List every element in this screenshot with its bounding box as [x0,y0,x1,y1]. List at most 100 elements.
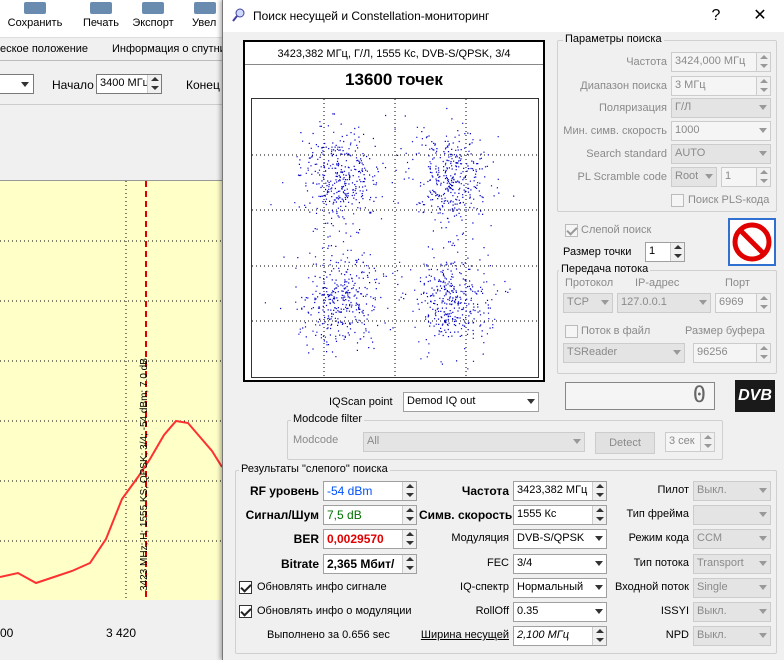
detect-seconds-spinner[interactable] [700,433,714,451]
frequency-spinner[interactable] [756,53,770,71]
update-signal-checkbox[interactable] [239,581,252,594]
chevron-down-icon [673,350,681,355]
ber-input[interactable]: 0,0029570 [323,529,417,549]
start-label: Начало [52,78,94,92]
detect-button[interactable]: Detect [595,432,655,454]
background-toolbar: Сохранить Печать Экспорт Увел [0,0,230,38]
constellation-panel: 3423,382 МГц, Г/Л, 1555 Кс, DVB-S/QPSK, … [243,40,545,382]
counter-display: 0 [565,382,715,410]
pls-input[interactable]: 1 [721,167,771,187]
bitrate-input[interactable]: 2,365 Мбит/ [323,554,417,574]
iqscan-select[interactable]: Demod IQ out [403,392,539,412]
standard-label: Search standard [586,148,667,160]
protocol-label: Протокол [565,277,614,289]
spectrum-chart[interactable]: 3423 MHz; H; 1555 KS; QPSK; 3/4; -54 dBm… [0,180,222,601]
port-input[interactable]: 6969 [715,293,771,313]
update-mod-label: Обновлять инфо о модуляции [257,605,412,617]
protocol-select[interactable]: TCP [563,293,613,313]
spectrum-svg [0,181,222,601]
result-sr-spinner[interactable] [592,506,606,524]
background-dropdown[interactable] [0,74,34,94]
file-stream-label: Поток в файл [581,325,651,337]
search-params-label: Параметры поиска [563,33,664,45]
result-freq-input[interactable]: 3423,382 МГц [513,481,607,501]
chevron-down-icon [759,561,767,566]
fec-select[interactable]: 3/4 [513,554,607,574]
standard-value: AUTO [675,147,706,159]
ber-spinner[interactable] [402,530,416,548]
port-spinner[interactable] [756,294,770,312]
blind-search-checkbox[interactable] [565,224,578,237]
fec-label: FEC [487,557,509,569]
input-stream-select[interactable]: Single [693,578,771,598]
chevron-down-icon [759,105,767,110]
standard-select[interactable]: AUTO [671,144,771,164]
print-toolbar-label: Печать [82,17,120,29]
print-toolbar-button[interactable]: Печать [76,0,126,36]
bitrate-spinner[interactable] [402,555,416,573]
bandwidth-input[interactable]: 2,100 МГц [513,626,607,646]
reader-select[interactable]: TSReader [563,343,685,363]
snr-spinner[interactable] [402,506,416,524]
rolloff-select[interactable]: 0.35 [513,602,607,622]
min-sr-select[interactable]: 1000 [671,121,771,141]
result-freq-spinner[interactable] [592,482,606,500]
dialog-titlebar[interactable]: Поиск несущей и Constellation-мониторинг… [223,0,784,32]
fec-value: 3/4 [517,557,533,569]
stream-type-select[interactable]: Transport [693,554,771,574]
pls-search-checkbox[interactable] [671,194,684,207]
stop-button[interactable] [728,218,776,266]
ip-select[interactable]: 127.0.0.1 [617,293,711,313]
pls-spinner[interactable] [756,168,770,186]
detect-seconds-input[interactable]: 3 сек [665,432,715,452]
issyi-value: Выкл. [697,605,727,617]
snr-input[interactable]: 7,5 dB [323,505,417,525]
npd-select[interactable]: Выкл. [693,626,771,646]
export-toolbar-button[interactable]: Экспорт [128,0,178,36]
start-spinner[interactable] [147,75,161,93]
chevron-down-icon [699,300,707,305]
zoom-toolbar-button[interactable]: Увел [192,0,232,36]
polarization-select[interactable]: Г/Л [671,98,771,118]
issyi-select[interactable]: Выкл. [693,602,771,622]
frequency-input[interactable]: 3424,000 МГц [671,52,771,72]
tab-satellite-info[interactable]: Информация о спутни [112,43,226,55]
update-mod-checkbox[interactable] [239,605,252,618]
range-input[interactable]: 3 МГц [671,76,771,96]
modulation-select[interactable]: DVB-S/QPSK [513,529,607,549]
point-size-input[interactable]: 1 [645,242,685,262]
bandwidth-value: 2,100 МГц [517,629,570,641]
modcode-select[interactable]: All [363,432,585,452]
rf-spinner[interactable] [402,482,416,500]
pilot-select[interactable]: Выкл. [693,481,771,501]
bandwidth-spinner[interactable] [592,627,606,645]
rf-input[interactable]: -54 dBm [323,481,417,501]
buffer-spinner[interactable] [756,344,770,362]
code-mode-select[interactable]: CCM [693,529,771,549]
result-sr-input[interactable]: 1555 Кс [513,505,607,525]
iq-spectrum-select[interactable]: Нормальный [513,578,607,598]
npd-value: Выкл. [697,629,727,641]
chevron-down-icon [595,609,603,614]
range-spinner[interactable] [756,77,770,95]
start-input[interactable]: 3400 МГц [96,74,162,94]
save-toolbar-button[interactable]: Сохранить [4,0,66,36]
rolloff-label: RollOff [475,605,509,617]
close-button[interactable]: ✕ [753,7,767,24]
dialog-title: Поиск несущей и Constellation-мониторинг [253,9,490,23]
help-button[interactable]: ? [711,7,721,24]
rf-label: RF уровень [249,484,319,498]
end-label: Конец [186,78,220,92]
stream-group-label: Передача потока [559,263,651,275]
background-controls: Начало 3400 МГц Конец [0,62,230,180]
file-stream-checkbox[interactable] [565,325,578,338]
pls-search-label: Поиск PLS-кода [688,194,770,206]
frame-type-select[interactable] [693,505,771,525]
pls-mode-select[interactable]: Root [671,167,717,187]
constellation-plot[interactable] [251,98,539,378]
spectrum-grid [0,181,222,601]
point-size-spinner[interactable] [670,243,684,261]
buffer-input[interactable]: 96256 [693,343,771,363]
frequency-value: 3424,000 МГц [675,55,746,67]
tab-position[interactable]: еское положение [0,43,89,55]
